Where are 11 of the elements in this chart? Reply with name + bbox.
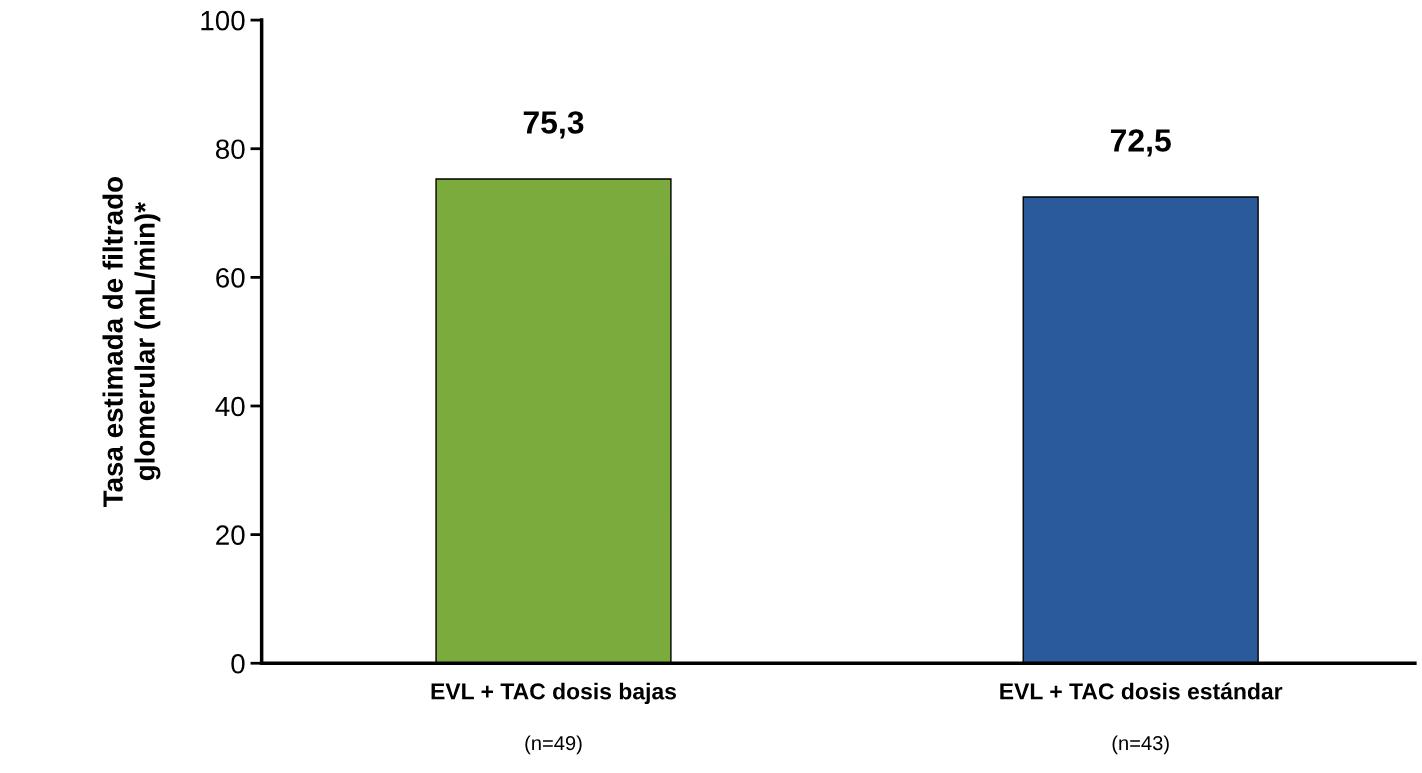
y-tick-label: 20 xyxy=(216,525,245,545)
data-label: 75,3 xyxy=(523,111,584,139)
y-tick-label: 100 xyxy=(201,10,245,31)
y-tick-label: 40 xyxy=(215,396,245,417)
y-axis-title: Tasa estimada de filtrado glomerular (mL/min)* xyxy=(102,177,161,508)
y-tick-label: 0 xyxy=(231,653,245,674)
category-label: EVL + TAC dosis bajas (n=49) xyxy=(431,682,676,755)
y-tick-label: 60 xyxy=(216,268,245,288)
category-label: EVL + TAC dosis estándar (n=43) xyxy=(1000,682,1283,755)
y-tick-label: 80 xyxy=(215,139,245,160)
data-label: 72,5 xyxy=(1110,129,1171,157)
